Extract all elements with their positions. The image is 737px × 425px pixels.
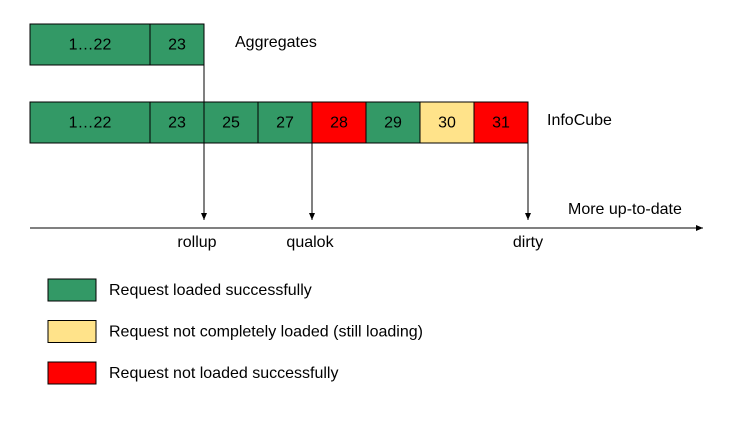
request-cell (473, 101, 529, 144)
request-cell (149, 101, 205, 144)
request-cell (29, 101, 151, 144)
request-cell (149, 23, 205, 66)
request-cell (257, 101, 313, 144)
marker-label: qualok (286, 234, 334, 251)
request-cell (29, 23, 151, 66)
request-label: 29 (384, 115, 402, 132)
request-label: 1…22 (69, 115, 112, 132)
infocube-label: InfoCube (547, 112, 612, 129)
legend-label: Request not loaded successfully (109, 365, 338, 382)
legend-swatch (47, 278, 97, 302)
request-label: 27 (276, 115, 294, 132)
request-label: 28 (330, 115, 348, 132)
marker-label: dirty (513, 234, 543, 251)
aggregates-label: Aggregates (235, 34, 317, 51)
request-label: 25 (222, 115, 240, 132)
request-label: 23 (168, 115, 186, 132)
request-label: 1…22 (69, 37, 112, 54)
marker-label: rollup (177, 234, 216, 251)
legend-swatch (47, 361, 97, 385)
legend-label: Request loaded successfully (109, 282, 312, 299)
legend-label: Request not completely loaded (still loa… (109, 324, 423, 341)
request-label: 30 (438, 115, 456, 132)
request-label: 23 (168, 37, 186, 54)
axis-label: More up-to-date (568, 201, 682, 218)
legend-swatch (47, 320, 97, 343)
request-cell (419, 101, 475, 144)
request-label: 31 (492, 115, 510, 132)
